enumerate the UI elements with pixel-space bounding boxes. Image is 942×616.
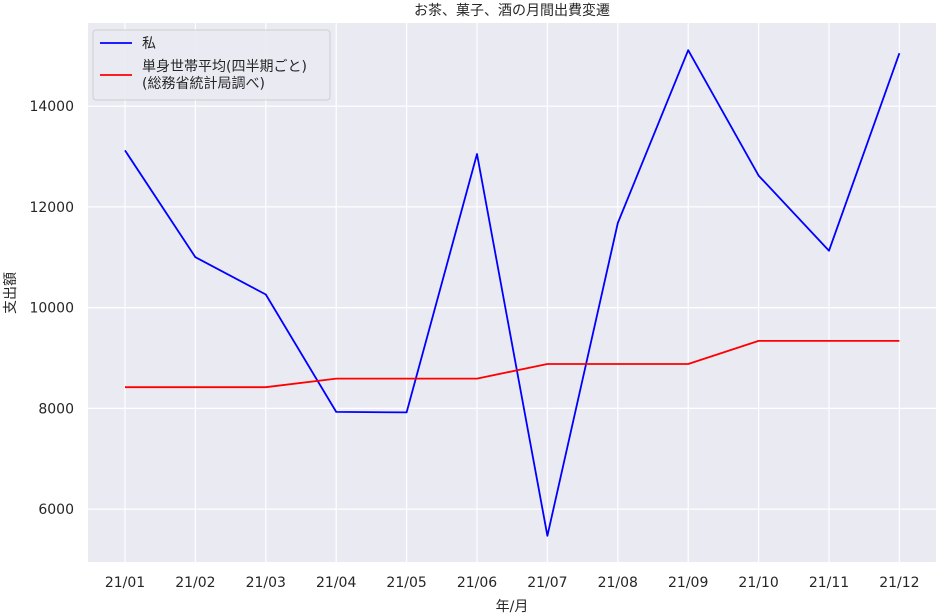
series-line-0 [124,49,901,537]
x-tick-label: 21/02 [175,575,215,591]
y-tick-label: 6000 [38,502,74,518]
legend-label-0: 私 [142,36,156,52]
x-tick-label: 21/11 [809,575,849,591]
x-tick-label: 21/10 [738,575,778,591]
x-axis-label: 年/月 [496,599,529,615]
x-tick-label: 21/07 [527,575,567,591]
grid [88,23,936,562]
tick-labels: 21/01 21/02 21/03 21/04 21/05 21/06 21/07 21/08… [29,99,919,591]
series-line-1 [125,339,900,389]
chart-title: お茶、菓子、酒の月間出費変遷 [414,2,610,19]
y-tick-label: 12000 [29,200,74,216]
y-tick-label: 10000 [29,301,74,317]
x-tick-label: 21/01 [105,575,145,591]
legend-label-1: 単身世帯平均(四半期ごと) [142,59,307,75]
y-tick-label: 14000 [29,99,74,115]
series-lines [124,49,901,537]
y-axis-label: 支出額 [3,272,19,314]
x-tick-label: 21/03 [246,575,286,591]
y-tick-label: 8000 [38,401,74,417]
plot-area [88,23,936,562]
x-tick-label: 21/05 [386,575,426,591]
x-tick-label: 21/12 [879,575,919,591]
x-tick-label: 21/09 [668,575,708,591]
x-tick-label: 21/06 [457,575,497,591]
x-tick-label: 21/08 [598,575,638,591]
legend-frame [92,29,331,101]
x-tick-label: 21/04 [316,575,356,591]
legend-label-1: (総務省統計局調べ) [142,76,265,92]
